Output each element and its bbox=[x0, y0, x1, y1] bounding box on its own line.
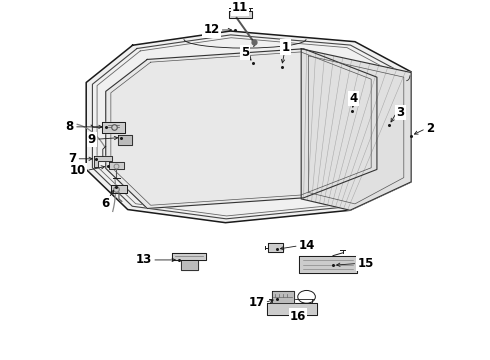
Polygon shape bbox=[272, 291, 294, 302]
Polygon shape bbox=[172, 253, 206, 260]
Text: 10: 10 bbox=[70, 164, 86, 177]
Polygon shape bbox=[106, 49, 377, 208]
Polygon shape bbox=[299, 256, 357, 274]
Polygon shape bbox=[267, 302, 318, 315]
Text: 16: 16 bbox=[290, 310, 306, 323]
Text: 7: 7 bbox=[68, 152, 76, 165]
Text: 14: 14 bbox=[299, 239, 315, 252]
Polygon shape bbox=[94, 156, 112, 167]
Polygon shape bbox=[86, 31, 411, 223]
Text: 3: 3 bbox=[396, 106, 405, 119]
Text: 1: 1 bbox=[281, 41, 290, 54]
Text: 2: 2 bbox=[426, 122, 434, 135]
Text: 9: 9 bbox=[88, 133, 96, 146]
Polygon shape bbox=[229, 11, 252, 18]
Polygon shape bbox=[301, 49, 411, 210]
Text: 11: 11 bbox=[232, 1, 248, 14]
Text: 4: 4 bbox=[349, 92, 358, 105]
Text: 13: 13 bbox=[136, 253, 152, 266]
Text: 15: 15 bbox=[357, 257, 374, 270]
Polygon shape bbox=[109, 162, 124, 170]
Polygon shape bbox=[102, 122, 125, 133]
Polygon shape bbox=[118, 135, 132, 145]
Text: 17: 17 bbox=[248, 296, 265, 309]
Text: 6: 6 bbox=[101, 197, 110, 210]
Text: 8: 8 bbox=[66, 120, 74, 133]
Polygon shape bbox=[268, 243, 283, 252]
Text: 12: 12 bbox=[203, 23, 220, 36]
Text: 5: 5 bbox=[241, 46, 249, 59]
Polygon shape bbox=[111, 185, 127, 193]
Polygon shape bbox=[180, 260, 197, 270]
